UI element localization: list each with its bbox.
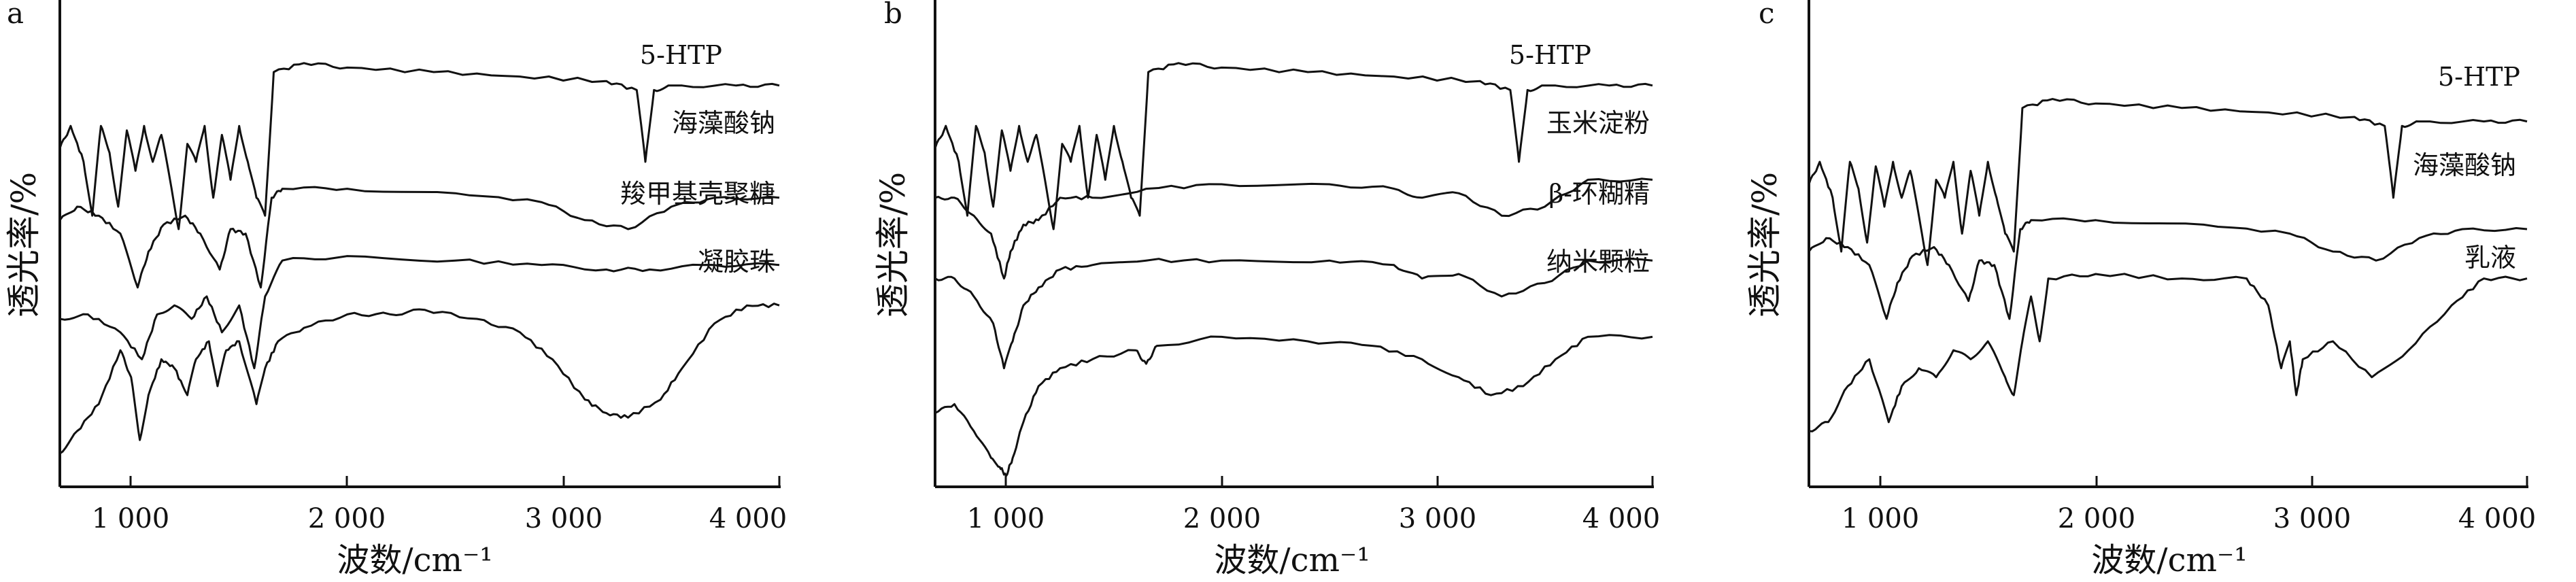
- panel-a-series-label-4: 凝胶珠: [698, 247, 775, 277]
- panel-b-xtick-label-1000: 1 000: [967, 503, 1045, 534]
- panel-a-xtick-label-4000: 4 000: [709, 503, 787, 534]
- panel-a-plot: [58, 62, 780, 455]
- panel-b-xtick-label-3000: 3 000: [1399, 503, 1477, 534]
- panel-c-xticks: 1 000 2 000 3 000 4 000: [1842, 476, 2537, 534]
- panel-a-series-2-line: [58, 186, 780, 289]
- panel-b-series-4-line: [934, 334, 1653, 477]
- panel-b-series-label-2: 玉米淀粉: [1546, 108, 1650, 138]
- panel-b-letter: b: [884, 0, 902, 30]
- panel-b-plot: [934, 62, 1653, 477]
- panel-a-series-labels: 5-HTP 海藻酸钠 羧甲基壳聚糖 凝胶珠: [620, 40, 775, 277]
- panel-b-series-1-line: [934, 62, 1653, 230]
- panel-a-series-4-line: [59, 303, 780, 455]
- panel-a-xtick-label-3000: 3 000: [525, 503, 603, 534]
- panel-c-series-2-line: [1808, 217, 2528, 320]
- panel-c-xtick-label-1000: 1 000: [1842, 503, 1920, 534]
- panel-a-ylabel: 透光率/%: [4, 172, 44, 318]
- panel-a-series-1-line: [58, 62, 780, 230]
- panel-c-series-label-2: 海藻酸钠: [2413, 150, 2516, 180]
- panel-b-xticks: 1 000 2 000 3 000 4 000: [967, 476, 1661, 534]
- panel-a-letter: a: [7, 0, 24, 30]
- panel-c-series-3-line: [1808, 273, 2528, 432]
- panel-b-ylabel: 透光率/%: [873, 172, 913, 318]
- panel-b-xtick-label-2000: 2 000: [1183, 503, 1261, 534]
- panel-a: a 透光率/% 1 000 2 000 3 000 4 000 波数/cm⁻¹ …: [4, 0, 787, 579]
- panel-b-xtick-label-4000: 4 000: [1582, 503, 1661, 534]
- panel-b-series-2-line: [934, 177, 1653, 280]
- panel-c-series-label-5htp: 5-HTP: [2438, 62, 2520, 92]
- panel-b-xlabel: 波数/cm⁻¹: [1214, 541, 1370, 579]
- panel-b-series-label-5htp: 5-HTP: [1509, 40, 1591, 70]
- panel-c-ylabel: 透光率/%: [1745, 172, 1784, 318]
- panel-a-series-3-line: [59, 255, 780, 370]
- panel-a-xtick-label-2000: 2 000: [308, 503, 386, 534]
- panel-a-xlabel: 波数/cm⁻¹: [337, 541, 492, 579]
- panel-a-xtick-label-1000: 1 000: [92, 503, 170, 534]
- panel-c-xtick-label-3000: 3 000: [2273, 503, 2352, 534]
- panel-c-series-1-line: [1808, 98, 2528, 267]
- panel-b: b 透光率/% 1 000 2 000 3 000 4 000 波数/cm⁻¹ …: [873, 0, 1660, 579]
- panel-c: c 透光率/% 1 000 2 000 3 000 4 000 波数/cm⁻¹ …: [1745, 0, 2536, 579]
- panel-a-series-label-2: 海藻酸钠: [672, 108, 775, 138]
- panel-c-plot: [1808, 98, 2528, 432]
- panel-a-series-label-3: 羧甲基壳聚糖: [620, 179, 775, 209]
- panel-b-series-labels: 5-HTP 玉米淀粉 β-环糊精 纳米颗粒: [1509, 40, 1650, 277]
- panel-b-series-3-line: [934, 258, 1653, 370]
- panel-c-series-labels: 5-HTP 海藻酸钠 乳液: [2413, 62, 2520, 273]
- panel-c-xtick-label-2000: 2 000: [2058, 503, 2136, 534]
- panel-a-series-label-5htp: 5-HTP: [640, 40, 722, 70]
- panel-c-xtick-label-4000: 4 000: [2458, 503, 2537, 534]
- panel-c-letter: c: [1759, 0, 1775, 30]
- panel-c-series-label-3: 乳液: [2464, 243, 2516, 273]
- panel-c-xlabel: 波数/cm⁻¹: [2091, 541, 2247, 579]
- panel-a-xticks: 1 000 2 000 3 000 4 000: [92, 476, 787, 534]
